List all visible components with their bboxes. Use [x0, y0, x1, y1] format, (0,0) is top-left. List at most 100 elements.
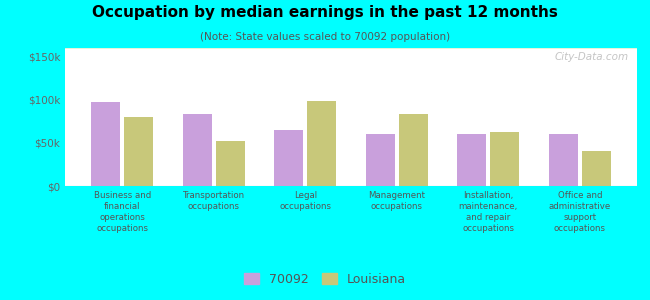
Bar [65, 48, 637, 49]
Bar [65, 48, 637, 49]
Bar [549, 134, 578, 186]
Bar [65, 48, 637, 49]
Bar [65, 48, 637, 49]
Bar [65, 48, 637, 49]
Bar [65, 48, 637, 49]
Bar [65, 48, 637, 49]
Bar [65, 48, 637, 49]
Bar [65, 48, 637, 49]
Bar [216, 141, 245, 186]
Bar [65, 48, 637, 49]
Bar [65, 48, 637, 49]
Bar [65, 48, 637, 49]
Bar [65, 48, 637, 49]
Bar [65, 48, 637, 49]
Bar [65, 48, 637, 49]
Bar [65, 48, 637, 49]
Bar [366, 134, 395, 186]
Text: City-Data.com: City-Data.com [554, 52, 629, 62]
Bar [65, 48, 637, 49]
Bar [65, 48, 637, 49]
Bar [65, 48, 637, 49]
Bar [65, 48, 637, 49]
Bar [65, 48, 637, 49]
Bar [65, 48, 637, 49]
Bar [65, 48, 637, 49]
Bar [274, 130, 304, 186]
Bar [65, 48, 637, 49]
Bar [65, 48, 637, 49]
Bar [65, 48, 637, 49]
Bar [65, 48, 637, 49]
Bar [65, 49, 637, 50]
Bar [65, 49, 637, 50]
Bar [65, 48, 637, 49]
Bar [65, 48, 637, 49]
Bar [65, 48, 637, 49]
Bar [65, 48, 637, 49]
Bar [65, 48, 637, 49]
Bar [65, 48, 637, 49]
Bar [65, 48, 637, 49]
Bar [457, 134, 486, 186]
Bar [65, 48, 637, 49]
Bar [65, 48, 637, 49]
Bar [65, 48, 637, 49]
Bar [65, 48, 637, 49]
Bar [65, 48, 637, 49]
Bar [65, 48, 637, 49]
Bar [65, 48, 637, 49]
Bar [65, 48, 637, 49]
Bar [65, 48, 637, 49]
Bar [65, 48, 637, 49]
Bar [65, 48, 637, 49]
Bar [65, 48, 637, 49]
Bar [65, 48, 637, 49]
Bar [65, 48, 637, 49]
Bar [65, 48, 637, 49]
Bar [65, 48, 637, 49]
Bar [65, 48, 637, 49]
Bar [65, 48, 637, 49]
Bar [65, 48, 637, 49]
Bar [65, 48, 637, 49]
Bar [91, 102, 120, 186]
Bar [65, 48, 637, 49]
Bar [65, 49, 637, 50]
Bar [65, 48, 637, 49]
Bar [65, 48, 637, 49]
Bar [65, 48, 637, 49]
Bar [65, 48, 637, 49]
Bar [65, 48, 637, 49]
Bar [65, 48, 637, 49]
Bar [65, 48, 637, 49]
Bar [65, 48, 637, 49]
Bar [65, 49, 637, 50]
Bar [65, 48, 637, 49]
Bar [65, 48, 637, 49]
Bar [65, 48, 637, 49]
Bar [307, 101, 336, 186]
Bar [65, 48, 637, 49]
Bar [65, 49, 637, 50]
Bar [65, 49, 637, 50]
Bar [65, 48, 637, 49]
Bar [65, 48, 637, 49]
Text: (Note: State values scaled to 70092 population): (Note: State values scaled to 70092 popu… [200, 32, 450, 41]
Bar [65, 48, 637, 49]
Bar [65, 48, 637, 49]
Bar [65, 48, 637, 49]
Bar [65, 48, 637, 49]
Bar [65, 48, 637, 49]
Bar [65, 48, 637, 49]
Bar [65, 48, 637, 49]
Bar [65, 48, 637, 49]
Bar [65, 48, 637, 49]
Bar [65, 48, 637, 49]
Bar [398, 114, 428, 186]
Legend: 70092, Louisiana: 70092, Louisiana [239, 268, 411, 291]
Bar [582, 151, 611, 186]
Bar [65, 48, 637, 49]
Bar [490, 132, 519, 186]
Bar [65, 48, 637, 49]
